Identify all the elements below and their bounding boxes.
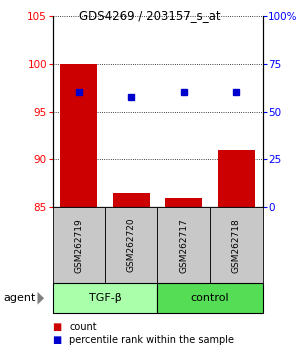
Text: ■: ■ [52, 322, 62, 332]
Text: GDS4269 / 203157_s_at: GDS4269 / 203157_s_at [79, 9, 221, 22]
Bar [60, 64, 97, 207]
Text: GSM262719: GSM262719 [74, 218, 83, 273]
Bar [218, 150, 255, 207]
Text: GSM262718: GSM262718 [232, 218, 241, 273]
Text: TGF-β: TGF-β [88, 293, 122, 303]
Bar [113, 193, 150, 207]
Text: control: control [191, 293, 229, 303]
Text: agent: agent [3, 293, 35, 303]
Text: percentile rank within the sample: percentile rank within the sample [69, 335, 234, 345]
Text: count: count [69, 322, 97, 332]
Polygon shape [38, 292, 44, 304]
Text: GSM262720: GSM262720 [127, 218, 136, 273]
Bar [165, 198, 202, 207]
Text: ■: ■ [52, 335, 62, 345]
Text: GSM262717: GSM262717 [179, 218, 188, 273]
